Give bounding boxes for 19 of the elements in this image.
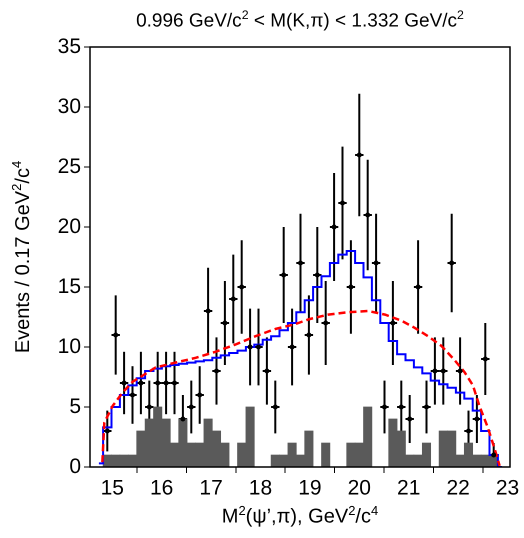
x-tick-label: 22 xyxy=(446,476,470,500)
y-tick-label: 35 xyxy=(58,34,81,58)
x-tick-label: 15 xyxy=(100,476,124,500)
y-tick-label: 10 xyxy=(58,334,81,358)
y-tick-label: 25 xyxy=(58,154,81,178)
x-tick-label: 18 xyxy=(248,476,272,500)
y-tick-label: 30 xyxy=(58,94,81,118)
x-tick-label: 16 xyxy=(150,476,174,500)
x-tick-label: 19 xyxy=(298,476,322,500)
y-tick-label: 20 xyxy=(58,214,81,238)
y-tick-label: 0 xyxy=(69,454,81,478)
x-tick-label: 17 xyxy=(199,476,223,500)
y-tick-label: 15 xyxy=(58,274,81,298)
x-axis-title: M$^{2}$(ψ’,π), GeV$^{2}$/c$^{4}$ xyxy=(220,503,380,529)
x-tick-label: 20 xyxy=(348,476,371,500)
x-tick-label: 21 xyxy=(397,476,420,500)
x-tick-label: 23 xyxy=(496,476,520,500)
chart-title: 0.996 GeV/c$^{2}$ < M(K,π) < 1.332 GeV/c$^{2}$ xyxy=(135,8,465,32)
y-tick-label: 5 xyxy=(69,394,81,418)
